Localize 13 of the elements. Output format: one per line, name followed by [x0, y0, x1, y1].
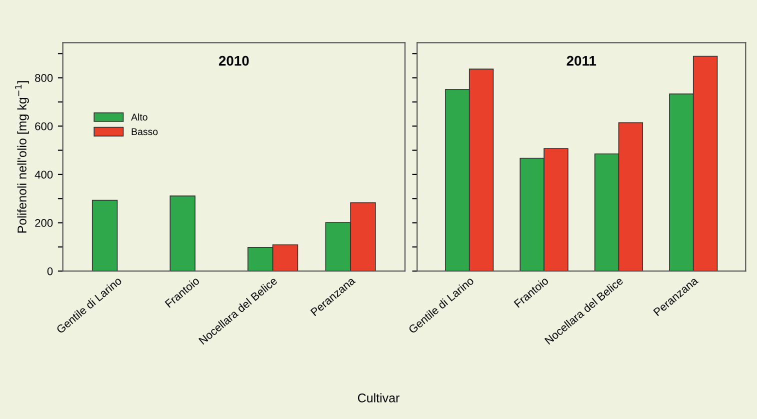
- x-axis-title: Cultivar: [358, 393, 400, 402]
- y-tick-label: 0: [47, 267, 53, 276]
- y-axis-title: Polifenoli nell'olio [mg kg$^{−1}$]: [15, 81, 29, 233]
- bar: [170, 196, 196, 272]
- y-tick-label: 800: [35, 74, 53, 82]
- legend-label: Alto: [131, 113, 148, 121]
- y-tick-label: 600: [35, 122, 53, 130]
- text: 2010: [218, 56, 249, 66]
- legend-label: Basso: [132, 128, 158, 136]
- bar: [92, 200, 118, 272]
- y-tick-label: 400: [34, 170, 53, 179]
- text: 2011: [566, 56, 596, 66]
- y-tick-label: 200: [35, 219, 53, 227]
